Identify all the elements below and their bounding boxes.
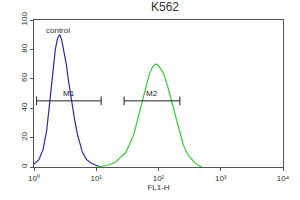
- svg-text:100: 100: [20, 12, 29, 26]
- svg-text:40: 40: [20, 102, 29, 111]
- svg-text:10²: 10²: [153, 174, 165, 183]
- svg-text:10⁴: 10⁴: [277, 174, 290, 183]
- svg-text:FL1-H: FL1-H: [147, 183, 169, 192]
- svg-text:M2: M2: [146, 89, 158, 98]
- svg-text:10⁰: 10⁰: [28, 174, 40, 183]
- svg-text:M1: M1: [63, 89, 75, 98]
- svg-text:control: control: [46, 26, 70, 35]
- svg-text:10¹: 10¹: [90, 174, 102, 183]
- svg-text:80: 80: [20, 43, 29, 52]
- svg-text:K562: K562: [151, 0, 179, 14]
- svg-text:60: 60: [20, 73, 29, 82]
- svg-text:10³: 10³: [215, 174, 227, 183]
- svg-text:0: 0: [20, 163, 29, 168]
- svg-text:20: 20: [20, 131, 29, 140]
